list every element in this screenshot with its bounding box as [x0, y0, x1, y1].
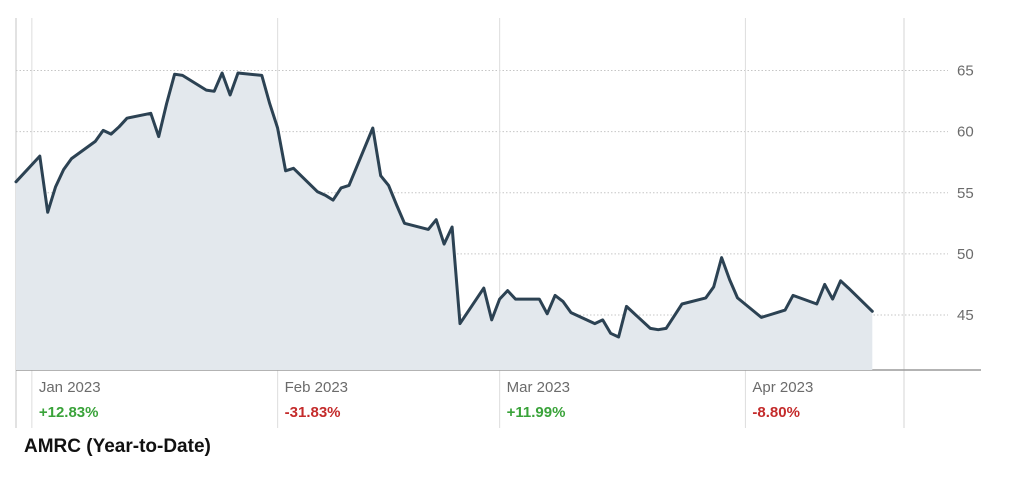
- period-month-label: Feb 2023: [285, 379, 348, 396]
- period-change-label: +11.99%: [507, 404, 566, 421]
- period-month-label: Jan 2023: [39, 379, 101, 396]
- y-axis-ticks: 65 60 55 50 45: [957, 63, 974, 324]
- period-labels: Jan 2023 +12.83% Feb 2023 -31.83% Mar 2023 +1…: [39, 379, 813, 421]
- y-tick-label: 55: [957, 185, 974, 202]
- period-change-label: -8.80%: [752, 404, 800, 421]
- price-line: [14, 71, 874, 339]
- y-tick-label: 60: [957, 124, 974, 141]
- chart-title: AMRC (Year-to-Date): [24, 436, 211, 457]
- period-change-label: +12.83%: [39, 404, 99, 421]
- period-month-label: Apr 2023: [752, 379, 813, 396]
- y-tick-label: 45: [957, 307, 974, 324]
- period-change-label: -31.83%: [285, 404, 341, 421]
- period-month-label: Mar 2023: [507, 379, 570, 396]
- y-tick-label: 50: [957, 246, 974, 263]
- y-tick-label: 65: [957, 63, 974, 80]
- price-area: [16, 73, 873, 370]
